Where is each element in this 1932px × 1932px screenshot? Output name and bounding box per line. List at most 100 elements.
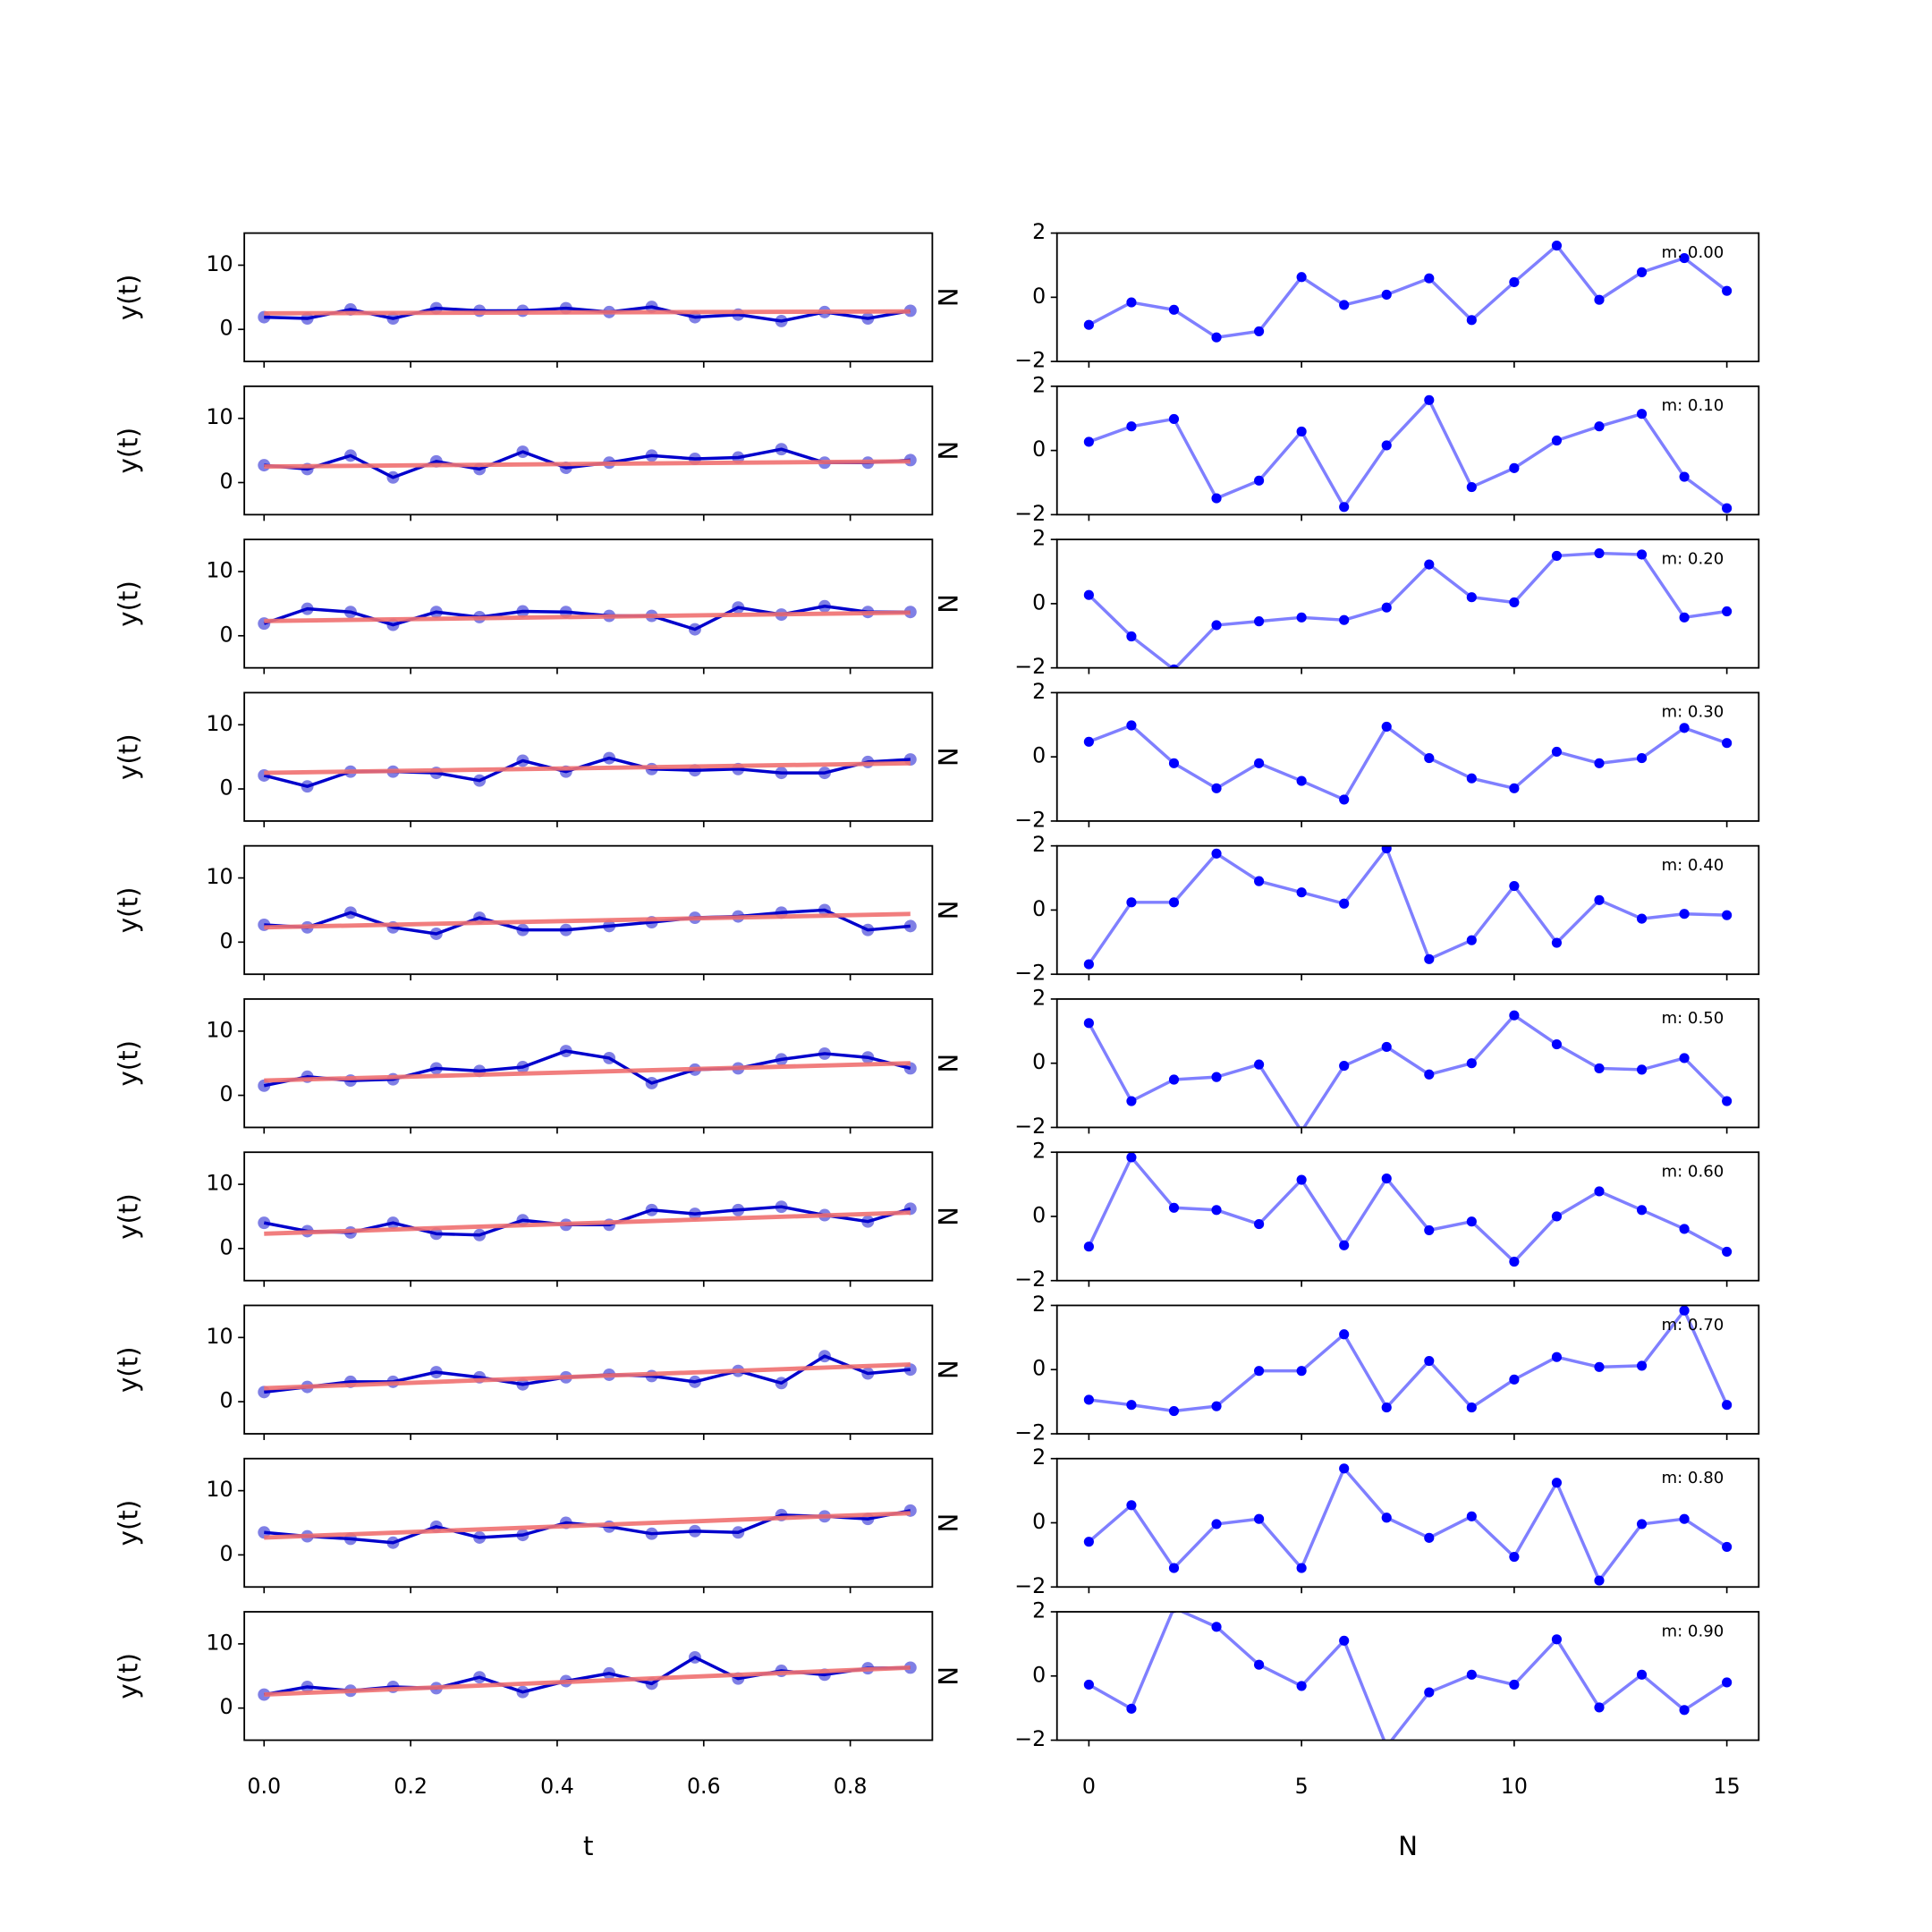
y-tick-label: 10	[206, 1017, 233, 1042]
point	[1551, 1352, 1563, 1362]
y-tick-label: 0	[220, 775, 233, 801]
point	[1679, 1053, 1690, 1063]
subplot: 0 10 y(t)	[113, 1151, 934, 1287]
y-axis-label: y(t)	[113, 275, 143, 321]
axes-frame	[243, 844, 934, 976]
point	[301, 602, 314, 615]
point	[1551, 1478, 1563, 1488]
point	[516, 605, 530, 618]
y-tick-label: 2	[1032, 219, 1046, 244]
subplot: −2 0 2 0 5 10 15 Nm: 0.90 N	[933, 1597, 1760, 1861]
y-axis-label: N	[933, 1207, 963, 1226]
annotation: m: 0.10	[1661, 396, 1724, 415]
point	[775, 767, 788, 780]
axes-frame	[1055, 385, 1760, 516]
point	[1594, 1186, 1605, 1197]
y-tick-label: 0	[220, 1388, 233, 1413]
point	[818, 599, 831, 613]
point	[1339, 300, 1350, 310]
point	[1126, 1703, 1137, 1714]
point	[1679, 1305, 1690, 1316]
y-axis-label: y(t)	[113, 1193, 143, 1240]
point	[1339, 1463, 1350, 1474]
point	[1381, 721, 1392, 733]
point	[1381, 1402, 1392, 1413]
point	[1211, 620, 1222, 631]
point	[1466, 1402, 1477, 1413]
annotation: m: 0.20	[1661, 549, 1724, 568]
y-tick-label: 0	[1032, 1662, 1046, 1687]
point	[1339, 794, 1350, 805]
y-tick-label: −2	[1014, 807, 1046, 832]
point	[1466, 481, 1477, 493]
point	[1722, 1677, 1733, 1688]
y-tick-label: −2	[1014, 501, 1046, 526]
point	[1636, 1669, 1648, 1680]
axes-frame	[243, 385, 934, 516]
plot-area	[258, 1045, 917, 1092]
y-tick-label: 0	[220, 622, 233, 647]
subplot: 0 10 y(t)	[113, 385, 934, 521]
y-tick-label: 0	[220, 1081, 233, 1106]
series-line	[1088, 551, 1727, 668]
point	[1466, 1058, 1477, 1069]
axes-frame	[243, 1151, 934, 1282]
point	[1126, 1096, 1137, 1106]
series-line	[1088, 1611, 1728, 1741]
point	[1083, 1679, 1094, 1690]
point	[818, 767, 831, 780]
series-line	[264, 908, 911, 936]
point	[1466, 1669, 1477, 1680]
series-line	[1088, 243, 1728, 339]
y-tick-label: 2	[1032, 985, 1046, 1010]
x-tick-label: 0.0	[247, 1774, 281, 1799]
point	[861, 312, 875, 326]
point	[1168, 413, 1180, 425]
point	[1211, 848, 1222, 859]
subplot: 0 10 0.0 0.2 0.4 0.6 0.8 y(t) t	[113, 1611, 934, 1861]
point	[386, 312, 400, 326]
y-tick-label: 0	[1032, 743, 1046, 768]
point	[1679, 723, 1690, 733]
subplot: −2 0 2 Nm: 0.40	[933, 832, 1760, 986]
point	[1679, 909, 1690, 919]
series-line	[264, 911, 911, 930]
y-tick-label: 0	[220, 1541, 233, 1566]
point	[688, 1524, 701, 1538]
y-axis-label: N	[933, 1360, 963, 1379]
point	[1254, 758, 1265, 768]
point	[473, 1531, 487, 1544]
point	[1168, 897, 1180, 908]
y-tick-label: 2	[1032, 526, 1046, 551]
point	[473, 1671, 487, 1684]
y-tick-label: 0	[1032, 589, 1046, 614]
point	[1126, 421, 1137, 432]
axes-frame	[1055, 232, 1760, 363]
x-axis-label: t	[583, 1831, 593, 1861]
point	[1722, 910, 1733, 920]
subplot: −2 0 2 Nm: 0.70	[933, 1292, 1760, 1445]
point	[1381, 1174, 1392, 1184]
plot-area	[1083, 1611, 1733, 1741]
point	[861, 1051, 875, 1064]
point	[1509, 1679, 1520, 1690]
point	[688, 1375, 701, 1388]
point	[516, 1061, 530, 1073]
point	[603, 751, 616, 765]
x-axis-label: N	[1398, 1831, 1418, 1861]
point	[732, 601, 745, 614]
plot-area	[258, 599, 917, 636]
y-tick-label: 0	[220, 1234, 233, 1259]
y-axis-label: y(t)	[113, 1500, 143, 1546]
y-tick-label: 10	[206, 1171, 233, 1196]
point	[1168, 1405, 1180, 1417]
point	[343, 606, 357, 619]
point	[516, 754, 530, 767]
point	[516, 1529, 530, 1542]
axes-frame	[243, 1457, 934, 1589]
axes-frame	[243, 1611, 934, 1741]
point	[1594, 294, 1605, 305]
point	[1594, 758, 1605, 768]
point	[1211, 1519, 1222, 1530]
y-tick-label: 2	[1032, 1445, 1046, 1470]
